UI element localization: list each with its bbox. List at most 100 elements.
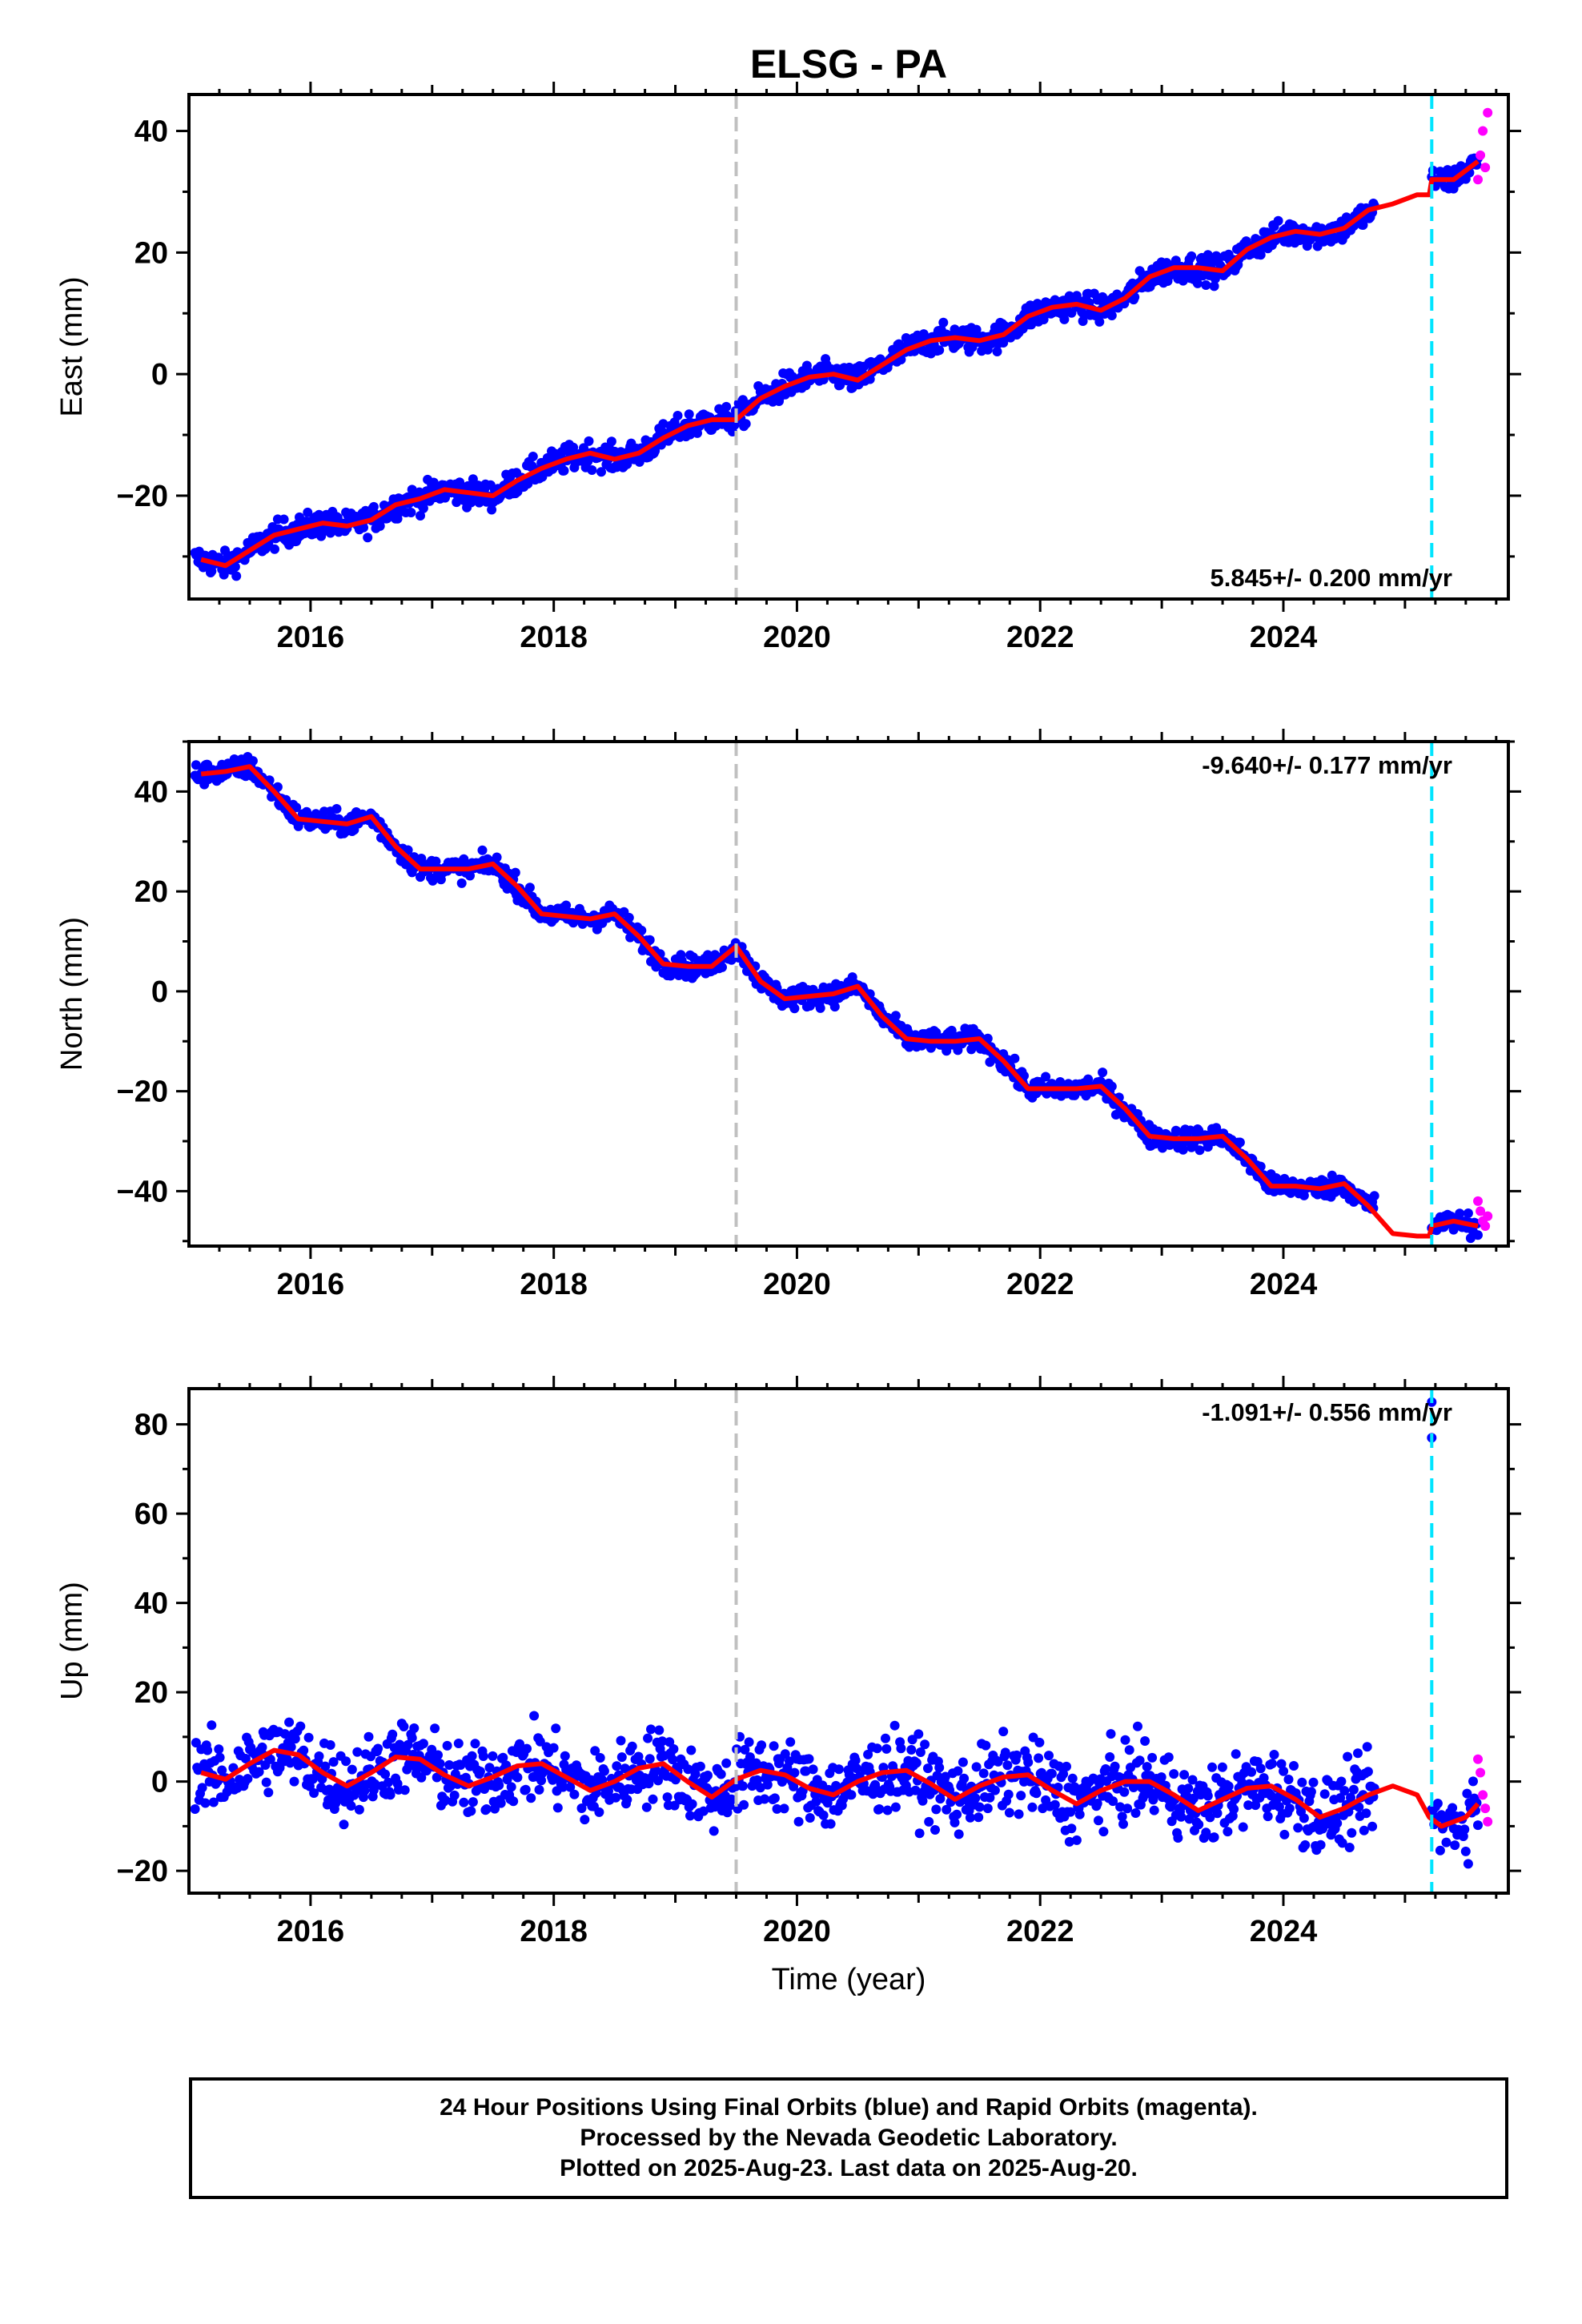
data-point [1183, 1783, 1194, 1794]
data-point [1178, 1144, 1188, 1155]
data-point [644, 1754, 655, 1764]
data-point [658, 419, 669, 429]
data-point [818, 1810, 829, 1820]
data-point [1014, 1809, 1024, 1819]
data-point [950, 1817, 960, 1827]
data-point [418, 1739, 428, 1749]
data-point [1149, 1805, 1159, 1815]
data-point [526, 1793, 536, 1803]
data-point [584, 436, 594, 446]
data-point [1140, 1736, 1150, 1746]
data-point [974, 1802, 985, 1812]
data-point [744, 1737, 754, 1747]
data-point [1229, 1804, 1239, 1815]
data-point [524, 883, 535, 893]
data-point [624, 912, 634, 923]
data-point [1223, 1827, 1233, 1837]
data-point [1050, 1799, 1060, 1810]
data-point [1094, 1815, 1103, 1826]
y-tick-label: 80 [135, 1409, 168, 1442]
data-point [627, 1741, 637, 1751]
data-point [1034, 1753, 1044, 1763]
data-point [599, 1766, 609, 1776]
data-point [745, 1752, 755, 1763]
data-point [934, 345, 945, 356]
data-point [1347, 1827, 1357, 1838]
rapid-orbit-point [1473, 1754, 1484, 1764]
data-point [1098, 1827, 1109, 1837]
data-point [846, 1790, 857, 1800]
data-point [1066, 1807, 1076, 1817]
data-point [890, 1802, 901, 1812]
data-point [622, 459, 632, 469]
rapid-orbit-point [1483, 1211, 1493, 1221]
data-point [646, 1724, 656, 1735]
data-point [197, 1783, 207, 1793]
data-point [1106, 1081, 1117, 1092]
data-point [465, 870, 475, 881]
data-point [881, 1733, 890, 1743]
data-point [1362, 1742, 1372, 1752]
data-point [881, 1743, 892, 1754]
data-point [407, 1733, 417, 1743]
model-line [200, 1747, 1480, 1829]
rate-annotation: -9.640+/- 0.177 mm/yr [1202, 751, 1452, 779]
data-point [1337, 1838, 1347, 1848]
data-point [874, 1804, 885, 1814]
data-point [907, 1735, 917, 1745]
data-point [506, 1782, 516, 1792]
data-point [1058, 1769, 1069, 1779]
data-point [779, 1803, 789, 1814]
data-point [403, 1739, 413, 1750]
data-point [303, 1732, 314, 1743]
data-point [1346, 1792, 1355, 1803]
data-point [1054, 1761, 1064, 1771]
data-point [762, 1779, 773, 1790]
data-point [341, 1756, 351, 1767]
data-point [1046, 1768, 1057, 1779]
data-point [1105, 1752, 1115, 1762]
data-point [1336, 1776, 1347, 1787]
data-point [1023, 1757, 1034, 1767]
data-point [789, 1767, 800, 1778]
data-point [1173, 1833, 1183, 1843]
data-point [1235, 1137, 1245, 1148]
data-point [1315, 1839, 1326, 1850]
y-tick-label: 40 [135, 1587, 168, 1621]
data-point [741, 419, 751, 429]
data-point [654, 1725, 665, 1735]
rapid-orbit-point [1476, 150, 1486, 160]
data-point [1134, 1755, 1145, 1766]
data-point [481, 1804, 492, 1814]
data-point [662, 1792, 673, 1803]
data-point [586, 1775, 596, 1785]
data-point [190, 1804, 200, 1814]
data-point [347, 1764, 357, 1775]
data-point [261, 1777, 271, 1787]
data-point [373, 1743, 383, 1754]
x-tick-label: 2020 [763, 1915, 831, 1948]
data-point [468, 1797, 478, 1807]
data-point [409, 1723, 420, 1733]
y-tick-label: 0 [151, 975, 168, 1009]
rapid-orbit-point [1483, 107, 1493, 118]
data-point [548, 1743, 559, 1753]
data-point [1000, 1747, 1010, 1758]
data-point [1169, 1769, 1179, 1779]
data-point [1263, 1811, 1273, 1822]
x-tick-label: 2016 [277, 621, 345, 654]
data-point [954, 1829, 964, 1839]
data-point [1468, 1776, 1478, 1787]
data-point [1038, 1803, 1048, 1814]
data-point [1108, 1796, 1118, 1807]
data-point [1106, 311, 1117, 320]
data-point [1473, 1230, 1483, 1240]
data-point [559, 465, 569, 476]
data-point [685, 429, 695, 440]
data-point [399, 1722, 409, 1731]
data-point [789, 1003, 800, 1014]
data-point [240, 1754, 251, 1763]
data-point [1179, 1770, 1190, 1780]
data-point [793, 1816, 804, 1827]
plot-area [190, 742, 1493, 1246]
